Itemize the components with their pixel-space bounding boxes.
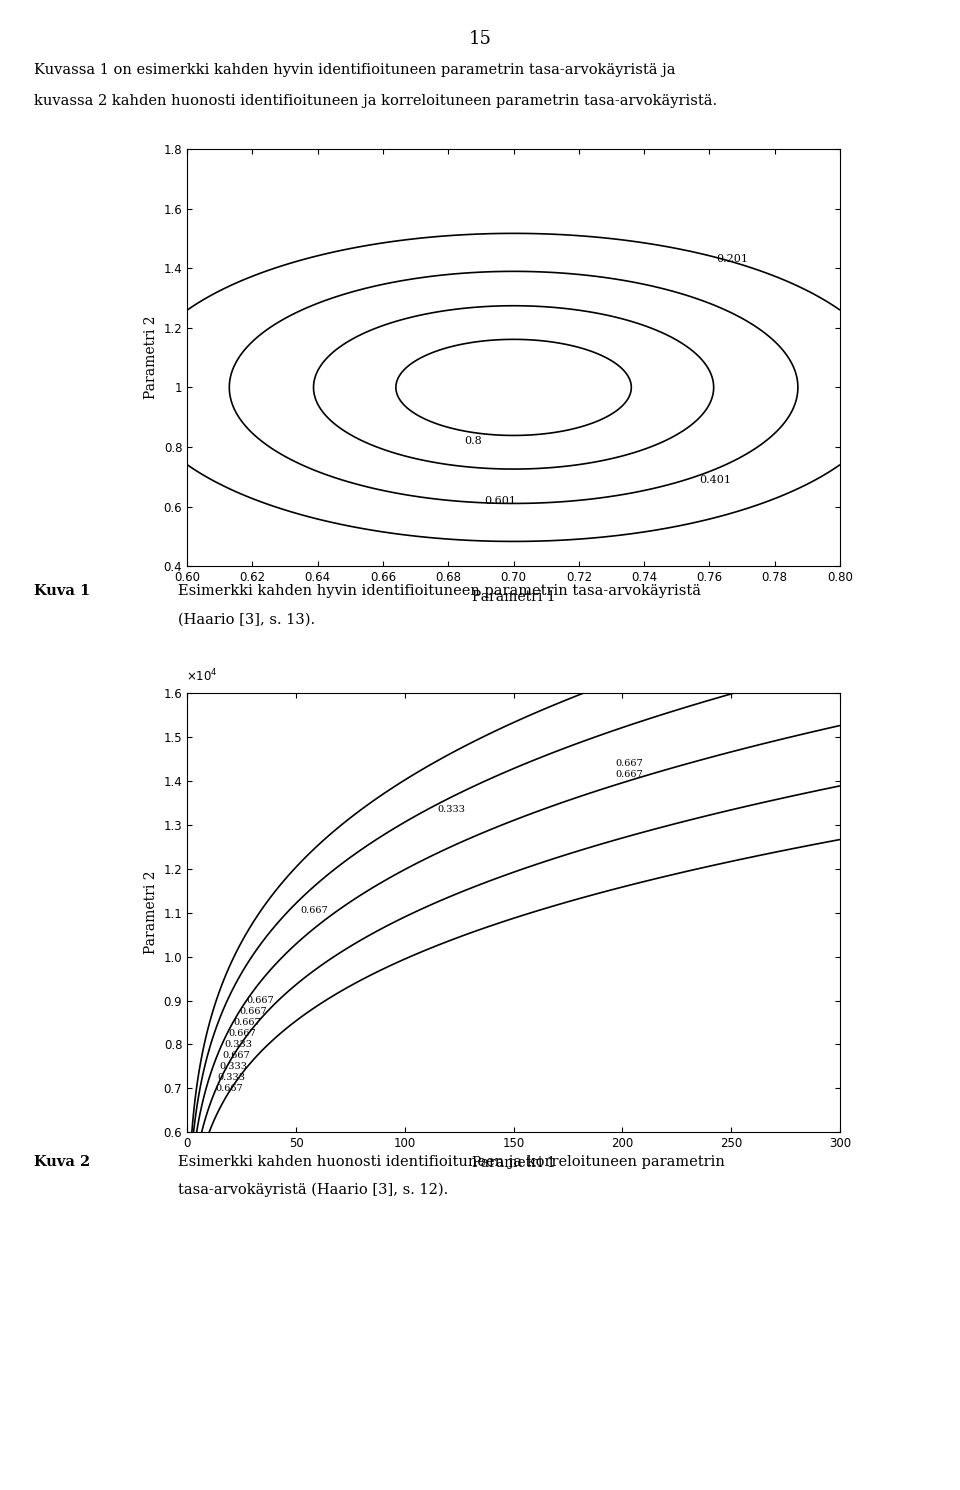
Text: tasa-arvokäyristä (Haario [3], s. 12).: tasa-arvokäyristä (Haario [3], s. 12). — [178, 1183, 448, 1198]
Text: Kuvassa 1 on esimerkki kahden hyvin identifioituneen parametrin tasa-arvokäyrist: Kuvassa 1 on esimerkki kahden hyvin iden… — [34, 63, 675, 76]
Text: 0.667: 0.667 — [215, 1083, 243, 1094]
Text: 0.667: 0.667 — [233, 1018, 261, 1027]
Text: 0.667: 0.667 — [616, 758, 643, 767]
Text: Esimerkki kahden hyvin identifioituneen parametrin tasa-arvokäyristä: Esimerkki kahden hyvin identifioituneen … — [178, 584, 701, 597]
Text: Esimerkki kahden huonosti identifioituneen ja korreloituneen parametrin: Esimerkki kahden huonosti identifioitune… — [178, 1155, 725, 1168]
X-axis label: Parametri 1: Parametri 1 — [471, 1156, 556, 1170]
Text: 0.667: 0.667 — [246, 995, 274, 1006]
Text: 0.333: 0.333 — [220, 1062, 248, 1071]
Text: 0.667: 0.667 — [222, 1050, 250, 1059]
Text: 0.333: 0.333 — [438, 805, 466, 814]
Text: 15: 15 — [468, 30, 492, 48]
Text: 0.667: 0.667 — [239, 1007, 267, 1016]
Text: kuvassa 2 kahden huonosti identifioituneen ja korreloituneen parametrin tasa-arv: kuvassa 2 kahden huonosti identifioitune… — [34, 94, 717, 107]
Text: $\times 10^4$: $\times 10^4$ — [186, 668, 218, 684]
Y-axis label: Parametri 2: Parametri 2 — [144, 316, 158, 399]
Text: 0.667: 0.667 — [300, 906, 328, 915]
Text: Kuva 2: Kuva 2 — [34, 1155, 90, 1168]
Text: 0.601: 0.601 — [484, 496, 516, 505]
Text: 0.667: 0.667 — [228, 1030, 256, 1039]
Text: 0.401: 0.401 — [700, 475, 732, 484]
Text: 0.333: 0.333 — [218, 1073, 246, 1082]
X-axis label: Parametri 1: Parametri 1 — [471, 590, 556, 603]
Y-axis label: Parametri 2: Parametri 2 — [144, 870, 158, 955]
Text: (Haario [3], s. 13).: (Haario [3], s. 13). — [178, 612, 315, 626]
Text: 0.201: 0.201 — [716, 255, 748, 264]
Text: Kuva 1: Kuva 1 — [34, 584, 90, 597]
Text: 0.667: 0.667 — [616, 770, 643, 779]
Text: 0.8: 0.8 — [465, 437, 482, 446]
Text: 0.333: 0.333 — [225, 1040, 252, 1049]
